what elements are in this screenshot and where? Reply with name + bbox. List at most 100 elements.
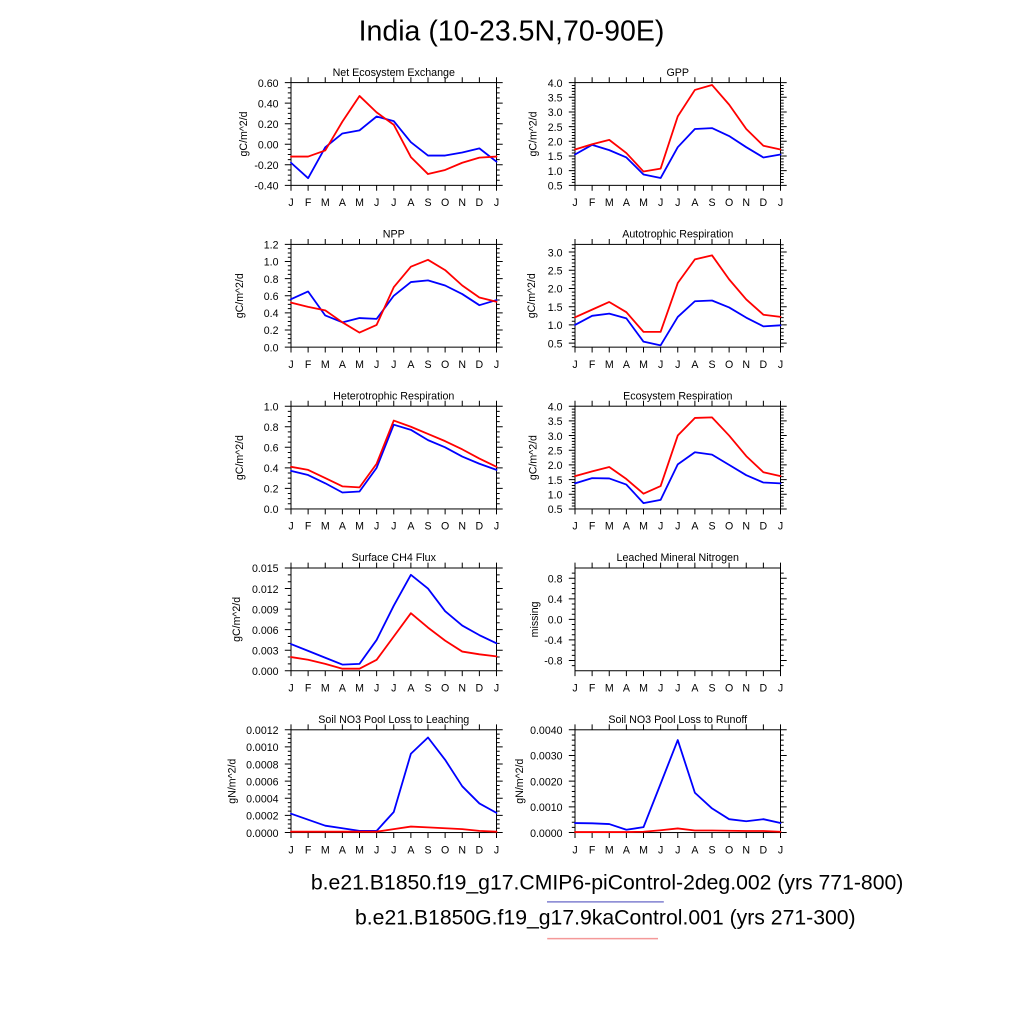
svg-text:0.60: 0.60 [258, 78, 279, 90]
svg-text:J: J [374, 359, 379, 371]
svg-text:F: F [589, 359, 596, 371]
svg-text:O: O [441, 844, 449, 856]
svg-text:M: M [355, 682, 364, 694]
svg-text:N: N [458, 359, 466, 371]
svg-text:J: J [572, 359, 577, 371]
svg-text:Surface CH4 Flux: Surface CH4 Flux [352, 552, 437, 564]
svg-text:1.5: 1.5 [548, 475, 563, 487]
svg-text:N: N [742, 197, 750, 209]
svg-text:M: M [605, 359, 614, 371]
svg-text:M: M [605, 521, 614, 533]
svg-text:J: J [391, 359, 396, 371]
svg-text:-0.8: -0.8 [544, 656, 562, 668]
svg-text:Soil NO3 Pool Loss to Runoff: Soil NO3 Pool Loss to Runoff [608, 714, 747, 726]
svg-text:J: J [391, 197, 396, 209]
svg-text:0.0010: 0.0010 [530, 802, 563, 814]
svg-text:A: A [691, 682, 699, 694]
svg-text:b.e21.B1850.f19_g17.CMIP6-piCo: b.e21.B1850.f19_g17.CMIP6-piControl-2deg… [311, 871, 903, 894]
svg-text:gC/m^2/d: gC/m^2/d [231, 597, 243, 642]
svg-text:0.0004: 0.0004 [246, 794, 279, 806]
svg-text:-0.4: -0.4 [544, 635, 562, 647]
svg-text:J: J [658, 197, 663, 209]
svg-text:0.6: 0.6 [264, 291, 279, 303]
svg-text:O: O [725, 844, 733, 856]
svg-text:N: N [742, 844, 750, 856]
svg-text:D: D [760, 359, 768, 371]
svg-text:M: M [639, 197, 648, 209]
svg-text:J: J [675, 521, 680, 533]
svg-text:0.2: 0.2 [264, 325, 279, 337]
svg-text:N: N [742, 682, 750, 694]
svg-text:A: A [339, 521, 347, 533]
svg-text:4.0: 4.0 [548, 401, 563, 413]
svg-text:2.5: 2.5 [548, 265, 563, 277]
svg-text:D: D [476, 359, 484, 371]
svg-text:J: J [374, 844, 379, 856]
svg-text:F: F [589, 521, 596, 533]
svg-text:S: S [424, 359, 431, 371]
svg-text:N: N [458, 682, 466, 694]
svg-text:0.0000: 0.0000 [246, 828, 279, 840]
svg-text:M: M [639, 359, 648, 371]
svg-text:D: D [760, 521, 768, 533]
svg-text:J: J [778, 197, 783, 209]
svg-text:O: O [725, 359, 733, 371]
svg-text:A: A [339, 197, 347, 209]
svg-text:0.0040: 0.0040 [530, 725, 563, 737]
svg-text:0.0020: 0.0020 [530, 776, 563, 788]
svg-text:1.0: 1.0 [264, 401, 279, 413]
svg-text:J: J [288, 521, 293, 533]
svg-text:F: F [305, 682, 312, 694]
svg-text:D: D [760, 682, 768, 694]
svg-text:M: M [605, 682, 614, 694]
svg-text:0.0: 0.0 [264, 342, 279, 354]
svg-text:D: D [760, 197, 768, 209]
svg-text:3.0: 3.0 [548, 431, 563, 443]
svg-text:A: A [623, 844, 631, 856]
svg-text:A: A [691, 844, 699, 856]
svg-text:0.8: 0.8 [548, 573, 563, 585]
svg-text:J: J [494, 521, 499, 533]
svg-text:0.4: 0.4 [264, 308, 279, 320]
svg-text:0.2: 0.2 [264, 484, 279, 496]
svg-text:0.40: 0.40 [258, 98, 279, 110]
svg-text:D: D [476, 197, 484, 209]
svg-text:A: A [623, 682, 631, 694]
svg-text:J: J [675, 844, 680, 856]
svg-text:0.0006: 0.0006 [246, 776, 279, 788]
svg-text:3.0: 3.0 [548, 247, 563, 259]
svg-text:J: J [391, 521, 396, 533]
svg-text:0.4: 0.4 [264, 463, 279, 475]
svg-text:J: J [391, 844, 396, 856]
svg-text:A: A [339, 359, 347, 371]
svg-text:J: J [778, 521, 783, 533]
svg-text:A: A [623, 521, 631, 533]
svg-text:0.0: 0.0 [264, 504, 279, 516]
svg-text:M: M [321, 359, 330, 371]
svg-text:3.0: 3.0 [548, 107, 563, 119]
svg-text:F: F [589, 197, 596, 209]
svg-text:gC/m^2/d: gC/m^2/d [238, 111, 250, 156]
svg-text:M: M [355, 521, 364, 533]
svg-text:O: O [725, 682, 733, 694]
svg-text:A: A [691, 197, 699, 209]
svg-text:F: F [305, 197, 312, 209]
svg-text:0.5: 0.5 [548, 338, 563, 350]
svg-text:J: J [374, 682, 379, 694]
svg-text:A: A [407, 521, 415, 533]
svg-text:S: S [708, 521, 715, 533]
svg-text:J: J [494, 197, 499, 209]
svg-text:F: F [589, 844, 596, 856]
svg-text:M: M [639, 521, 648, 533]
svg-text:0.5: 0.5 [548, 504, 563, 516]
svg-text:O: O [441, 521, 449, 533]
svg-text:0.8: 0.8 [264, 422, 279, 434]
svg-text:0.0030: 0.0030 [530, 751, 563, 763]
svg-text:1.5: 1.5 [548, 151, 563, 163]
svg-text:J: J [675, 197, 680, 209]
svg-text:1.0: 1.0 [548, 166, 563, 178]
svg-text:NPP: NPP [383, 229, 405, 241]
svg-text:A: A [407, 359, 415, 371]
svg-text:O: O [725, 197, 733, 209]
svg-text:-0.40: -0.40 [254, 181, 278, 193]
